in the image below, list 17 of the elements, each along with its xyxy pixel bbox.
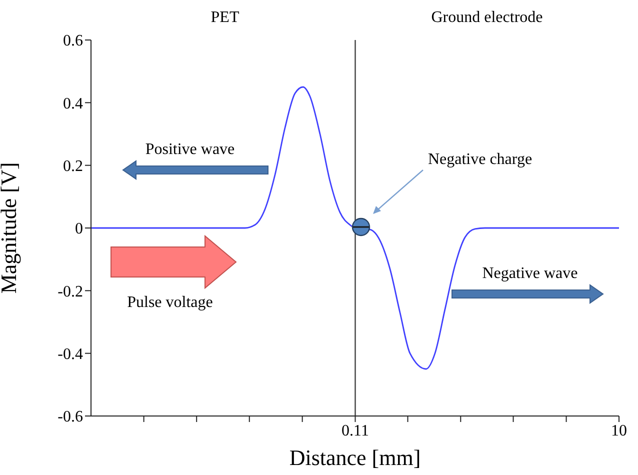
y-tick-label: 0 [75,220,83,238]
x-tick-label: 10 [611,422,627,440]
y-tick-label: 0.6 [63,32,83,50]
y-tick-label: -0.6 [58,408,83,426]
y-axis-title: Magnitude [V] [0,162,21,294]
x-tick-label: 0.11 [342,422,369,440]
annotation: Pulse voltage [127,294,213,311]
annotation: Negative wave [482,265,578,282]
annotation: Positive wave [145,141,235,158]
text: PET [210,9,240,26]
y-tick-label: -0.4 [58,346,83,364]
y-tick-label: 0.2 [63,158,83,176]
y-tick-label: -0.2 [58,283,83,300]
y-tick-label: 0.4 [63,95,83,112]
annotation: Negative charge [428,151,532,168]
x-axis-title: Distance [mm] [289,445,421,470]
text: Ground electrode [431,9,543,26]
